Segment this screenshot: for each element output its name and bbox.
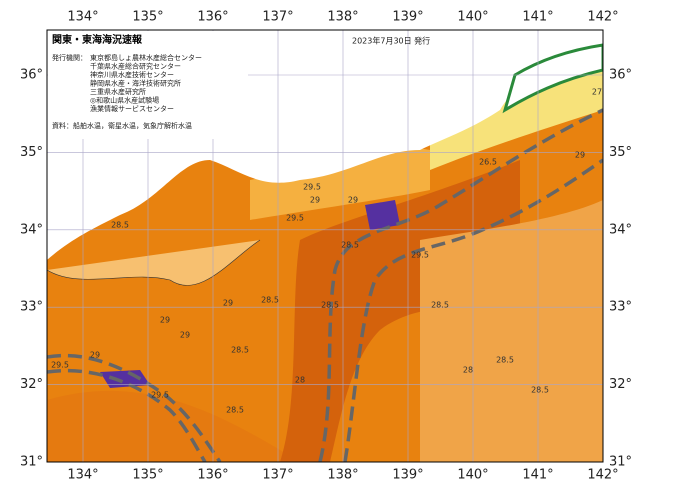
isotherm-label: 29 — [223, 299, 233, 308]
isotherm-label: 28.5 — [531, 386, 549, 395]
coastal-water — [250, 147, 430, 220]
lon-label: 135° — [132, 10, 163, 25]
lon-label: 138° — [327, 10, 358, 25]
isotherm-label: 28.5 — [261, 296, 279, 305]
isotherm-label: 29.5 — [411, 251, 429, 260]
map-frame — [46, 29, 604, 463]
isotherm-label: 28 — [463, 366, 473, 375]
kuroshio-axis — [47, 368, 207, 462]
kuroshio-axis — [343, 158, 603, 462]
isotherm-label: 28.5 — [226, 406, 244, 415]
isotherm-label: 29 — [160, 316, 170, 325]
lat-label: 36° — [20, 68, 43, 83]
lon-label: 135° — [132, 468, 163, 483]
warm-patch — [100, 370, 150, 388]
info-box — [48, 31, 248, 139]
lon-label: 134° — [67, 10, 98, 25]
lon-label: 139° — [392, 468, 423, 483]
isotherm-label: 28.5 — [321, 301, 339, 310]
kuroshio-axis — [47, 353, 222, 462]
lon-label: 137° — [262, 10, 293, 25]
isotherm-label: 26.5 — [479, 158, 497, 167]
lat-label: 32° — [609, 377, 632, 392]
isotherm-label: 29 — [90, 351, 100, 360]
kuroshio-axis — [318, 108, 603, 462]
isotherm-label: 28.5 — [431, 301, 449, 310]
isotherm-label: 28.5 — [231, 346, 249, 355]
lon-label: 137° — [262, 468, 293, 483]
issue-date: 2023年7月30日 発行 — [352, 36, 430, 46]
issuer: 三重県水産研究所 — [90, 87, 146, 96]
source: 資料：船舶水温，衛星水温，気象庁解析水温 — [52, 121, 192, 130]
isotherm-label: 29.5 — [51, 361, 69, 370]
lon-label: 134° — [67, 468, 98, 483]
isotherm-label: 28.5 — [341, 241, 359, 250]
isotherm-label: 29 — [348, 196, 358, 205]
isotherm-label: 27 — [592, 88, 602, 97]
lon-label: 139° — [392, 10, 423, 25]
lon-label: 141° — [522, 468, 553, 483]
lat-label: 34° — [20, 222, 43, 237]
lon-label: 142° — [587, 10, 618, 25]
lat-label: 31° — [20, 455, 43, 470]
lat-label: 31° — [609, 455, 632, 470]
warm-area — [47, 390, 300, 462]
issuer: 神奈川県水産技術センター — [90, 70, 174, 79]
issuer-label: 発行機関： — [52, 53, 87, 62]
boso-coast — [502, 43, 603, 114]
lon-label: 140° — [457, 10, 488, 25]
isotherm-label: 29.5 — [303, 183, 321, 192]
issuer: 漁業情報サービスセンター — [90, 104, 174, 113]
lon-label: 138° — [327, 468, 358, 483]
issuer: ◎和歌山県水産試験場 — [90, 96, 159, 105]
lon-label: 140° — [457, 468, 488, 483]
isotherm-label: 29 — [310, 196, 320, 205]
title: 関東・東海海況速報 — [52, 33, 143, 46]
isotherm-label: 29 — [180, 331, 190, 340]
lon-label: 136° — [197, 468, 228, 483]
shikoku — [47, 239, 261, 286]
isotherm-label: 28.5 — [111, 221, 129, 230]
isotherm-label: 29 — [575, 151, 585, 160]
isotherm-label: 28.5 — [496, 356, 514, 365]
lat-label: 32° — [20, 377, 43, 392]
lat-label: 35° — [20, 145, 43, 160]
issuer: 千葉県水産総合研究センター — [90, 62, 181, 71]
lat-label: 34° — [609, 222, 632, 237]
issuer: 静岡県水産・海洋技術研究所 — [90, 79, 181, 88]
isotherm-label: 29.5 — [286, 214, 304, 223]
lat-label: 36° — [609, 68, 632, 83]
lat-label: 35° — [609, 145, 632, 160]
lon-label: 136° — [197, 10, 228, 25]
issuer: 東京都島しょ農林水産総合センター — [90, 53, 202, 62]
lon-label: 141° — [522, 10, 553, 25]
lat-label: 33° — [609, 300, 632, 315]
warm-patch — [365, 200, 400, 230]
isotherm-label: 29.5 — [151, 391, 169, 400]
lon-label: 142° — [587, 468, 618, 483]
cool-area — [420, 200, 603, 462]
isotherm-label: 28 — [295, 376, 305, 385]
lat-label: 33° — [20, 300, 43, 315]
